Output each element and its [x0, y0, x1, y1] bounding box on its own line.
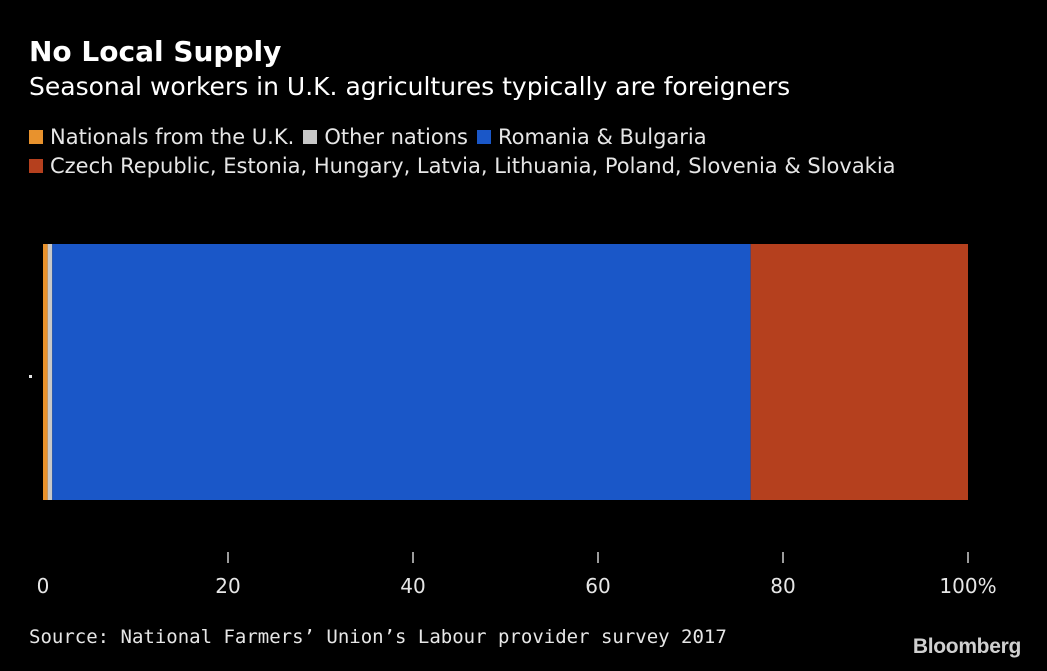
legend-label-other: Other nations — [324, 125, 468, 149]
bar-segment-0 — [43, 244, 48, 500]
legend-label-uk: Nationals from the U.K. — [50, 125, 295, 149]
bar-segment-2 — [52, 244, 751, 500]
legend-item-romania-bulgaria: Romania & Bulgaria — [476, 123, 707, 151]
bar-segment-3 — [750, 244, 968, 500]
legend-item-central-europe: Czech Republic, Estonia, Hungary, Latvia… — [29, 152, 896, 180]
x-tick-label-5: 100% — [939, 574, 996, 598]
chart-subtitle: Seasonal workers in U.K. agricultures ty… — [29, 72, 791, 101]
chart-title: No Local Supply — [29, 35, 282, 68]
x-tick-label-0: 0 — [37, 574, 50, 598]
legend-swatch-romania-bulgaria — [476, 130, 491, 144]
legend-row-1: Nationals from the U.K. Other nations Ro… — [29, 123, 716, 151]
category-marker — [29, 375, 32, 378]
x-tick-label-2: 40 — [400, 574, 425, 598]
x-tick-label-3: 60 — [585, 574, 610, 598]
x-tick-label-1: 20 — [215, 574, 240, 598]
bar-segment-1 — [47, 244, 53, 500]
x-tick-label-4: 80 — [770, 574, 795, 598]
legend-item-other: Other nations — [303, 123, 468, 151]
bloomberg-logo: Bloomberg — [912, 635, 1021, 658]
legend-label-central-europe: Czech Republic, Estonia, Hungary, Latvia… — [50, 154, 896, 178]
legend-label-romania-bulgaria: Romania & Bulgaria — [497, 125, 707, 149]
source-note: Source: National Farmers’ Union’s Labour… — [29, 626, 727, 648]
legend-swatch-uk — [29, 130, 43, 144]
legend-swatch-other — [303, 130, 318, 144]
legend-item-uk: Nationals from the U.K. — [29, 123, 294, 151]
legend-swatch-central-europe — [29, 159, 43, 173]
legend-row-2: Czech Republic, Estonia, Hungary, Latvia… — [29, 152, 905, 180]
